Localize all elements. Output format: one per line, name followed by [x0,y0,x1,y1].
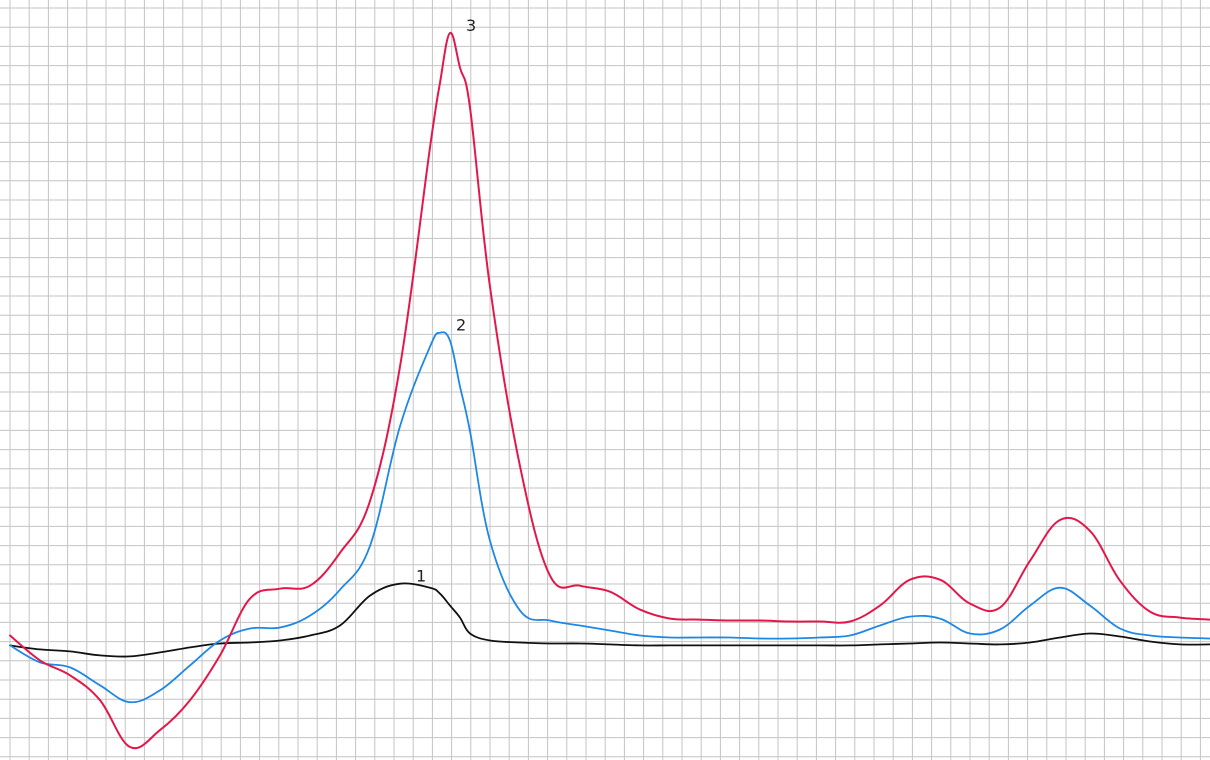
series-label-3: 3 [466,16,476,35]
series-label-2: 2 [456,316,466,335]
series-line-1 [9,582,1210,658]
series-line-3 [9,31,1210,750]
plot-area [9,31,1210,750]
series-label-1: 1 [416,567,426,586]
series-labels: 1 2 3 [416,16,476,586]
